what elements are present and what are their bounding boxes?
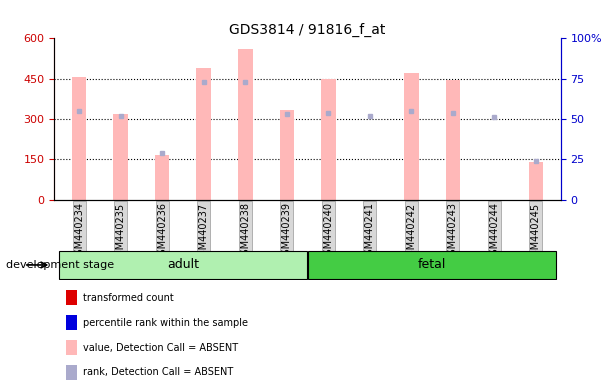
Bar <box>59 251 307 279</box>
Text: rank, Detection Call = ABSENT: rank, Detection Call = ABSENT <box>83 367 233 377</box>
Bar <box>446 80 460 200</box>
Title: GDS3814 / 91816_f_at: GDS3814 / 91816_f_at <box>229 23 386 37</box>
Text: adult: adult <box>167 258 199 271</box>
Text: development stage: development stage <box>6 260 114 270</box>
Bar <box>238 49 253 200</box>
Text: fetal: fetal <box>418 258 446 271</box>
Text: percentile rank within the sample: percentile rank within the sample <box>83 318 248 328</box>
Bar <box>280 110 294 200</box>
Bar <box>113 114 128 200</box>
Bar <box>321 79 335 200</box>
Bar <box>155 156 169 200</box>
Text: value, Detection Call = ABSENT: value, Detection Call = ABSENT <box>83 343 238 353</box>
Bar <box>72 78 86 200</box>
Text: transformed count: transformed count <box>83 293 174 303</box>
Bar <box>529 162 543 200</box>
Bar <box>308 251 556 279</box>
Bar <box>197 68 211 200</box>
Bar <box>404 73 418 200</box>
